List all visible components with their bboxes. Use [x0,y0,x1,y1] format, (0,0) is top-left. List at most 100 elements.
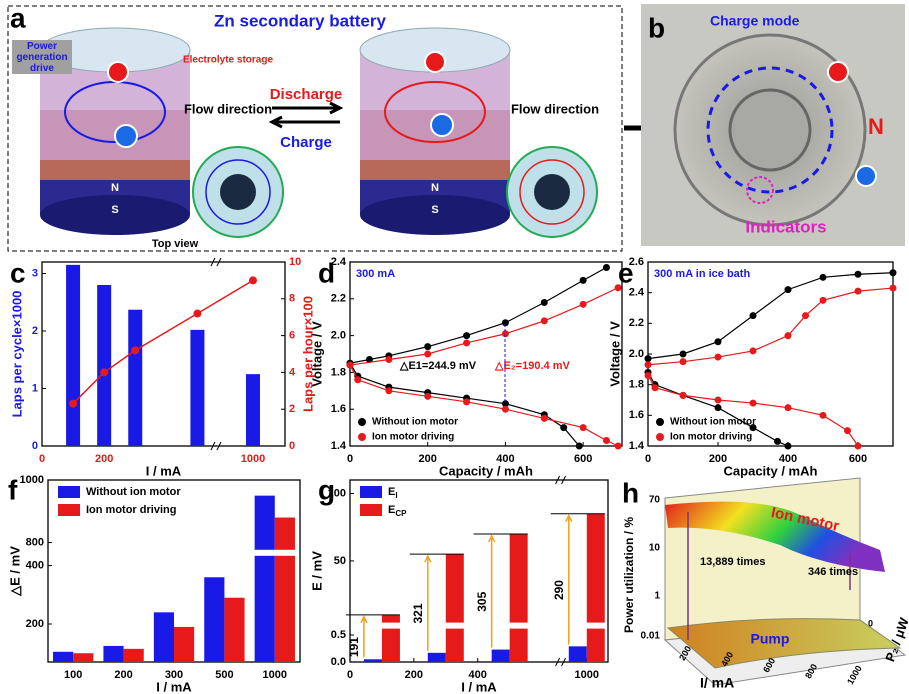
legend-label: Ion motor driving [86,504,176,516]
panel-a-text: S [111,204,118,216]
point [784,286,792,294]
panel-a-text: Flow direction [511,101,599,116]
panel-a-text: Electrolyte storage [183,55,273,66]
point [644,371,652,379]
point [602,436,610,444]
battery-left [39,27,191,235]
point [354,376,362,384]
y-tick-label: 1 [32,382,38,394]
bar [103,645,124,662]
x-tick-label: 200 [95,453,113,465]
point [501,330,509,338]
x-tick-label: 100 [64,669,82,681]
point [844,427,851,435]
bar [254,495,275,662]
point [540,317,548,325]
point [749,424,757,432]
point [501,400,509,408]
point [774,437,781,445]
point [385,356,393,364]
point [651,384,659,392]
x-tick-label: 0 [347,669,353,681]
y-tick-label: 3 [32,267,38,279]
y-tick-label: 2.0 [629,348,644,360]
point [131,346,140,355]
point [714,338,722,346]
y-tick-label: 2.2 [629,317,644,329]
bar [381,614,400,662]
bar [445,554,464,662]
legend-label: Ion motor driving [372,432,454,443]
y2-tick-label: 0 [289,440,295,452]
point [579,276,587,284]
point [540,298,548,306]
bar [245,374,260,446]
point [854,442,862,450]
x-axis-label: I / mA [461,679,497,694]
point [714,396,722,404]
x-tick-label: 200 [709,453,727,465]
point [854,270,862,278]
point [679,350,687,358]
point [575,442,583,450]
legend-swatch [360,504,382,516]
point [784,332,792,340]
x-tick-label: 300 [165,669,183,681]
legend-marker [656,433,664,441]
point [679,358,687,366]
y-tick-label: 2.2 [331,293,346,305]
x-tick-label: 200 [419,453,437,465]
y-axis-label: Voltage / V [607,321,622,387]
annotation: △E₂=190.4 mV [494,360,570,372]
y-tick-label: 1.6 [629,409,644,421]
y2-tick-label: 10 [289,256,301,268]
panel-a-text: Charge [280,134,332,151]
point [365,356,373,364]
y-tick-label: 800 [26,536,44,548]
panel-h-text: 13,889 times [700,556,765,568]
y-tick-label: 1.6 [331,403,346,415]
point [69,399,78,408]
line [349,364,619,447]
point [714,353,722,361]
panel-h-text: Pump [751,631,790,647]
x-tick-label: 1000 [575,669,599,681]
point [463,332,471,340]
ratio-arrow [565,514,573,645]
point [614,284,622,292]
bar [97,285,112,446]
x-tick-label: 0 [39,453,45,465]
bar [204,577,225,662]
legend-swatch [58,504,80,516]
y-tick-label: 1000 [20,474,44,486]
point [579,300,587,308]
panel-letter: h [622,477,639,508]
point [560,424,568,432]
h-z-tick: 0 [868,618,873,628]
panel-a-text: Discharge [270,86,343,103]
ratio-label: 191 [347,637,361,657]
y-axis-label: E / mV [309,551,324,591]
legend-label: Without ion motor [86,486,181,498]
y-tick-label: 200 [26,618,44,630]
ratio-label: 305 [475,591,489,611]
indicator-mark [746,176,774,204]
point [193,309,202,318]
bar [153,612,174,662]
bar [586,513,605,662]
point [819,296,827,304]
bar [224,597,245,662]
point [602,264,610,272]
point [579,424,587,432]
point [889,269,897,277]
panel-letter: c [10,257,26,288]
point [854,287,862,295]
point [784,404,792,412]
panel-b-text: Charge mode [710,13,800,29]
h-y-tick: 70 [649,495,661,506]
legend-marker [656,418,664,426]
x-tick-label: 200 [405,669,423,681]
x-tick-label: 1000 [241,453,265,465]
bar [509,533,528,662]
